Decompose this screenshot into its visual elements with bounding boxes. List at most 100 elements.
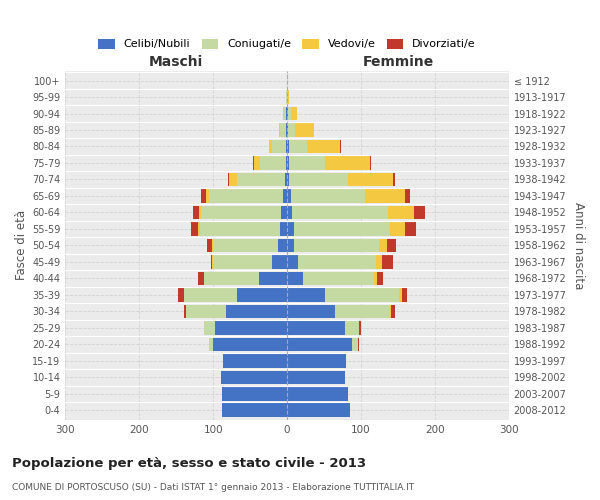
Bar [209, 189, 283, 202]
Bar [206, 189, 209, 202]
Bar [401, 288, 407, 302]
Bar [286, 140, 287, 153]
Bar [209, 338, 213, 351]
Bar [298, 255, 376, 268]
Bar [269, 140, 272, 153]
Y-axis label: Fasce di età: Fasce di età [15, 210, 28, 280]
Bar [344, 321, 359, 334]
Bar [200, 189, 206, 202]
Bar [283, 189, 287, 202]
Text: Femmine: Femmine [362, 55, 434, 69]
Bar [287, 238, 295, 252]
Bar [379, 238, 387, 252]
Bar [325, 288, 400, 302]
Bar [222, 404, 287, 417]
Bar [359, 321, 361, 334]
Bar [387, 238, 395, 252]
Bar [280, 123, 286, 137]
Bar [215, 321, 287, 334]
Bar [197, 272, 203, 285]
Bar [287, 255, 298, 268]
Bar [222, 387, 287, 400]
Bar [287, 272, 304, 285]
Bar [404, 222, 416, 235]
Bar [237, 288, 287, 302]
Bar [178, 288, 184, 302]
Bar [280, 222, 287, 235]
Bar [287, 123, 288, 137]
Bar [289, 172, 349, 186]
Bar [193, 206, 199, 219]
Bar [358, 338, 359, 351]
Bar [184, 288, 237, 302]
Bar [206, 238, 212, 252]
Bar [272, 140, 286, 153]
Bar [335, 304, 391, 318]
Bar [285, 172, 287, 186]
Bar [211, 255, 212, 268]
Bar [287, 90, 288, 104]
Text: Maschi: Maschi [149, 55, 203, 69]
Bar [287, 222, 294, 235]
Bar [286, 156, 287, 170]
Bar [212, 238, 213, 252]
Bar [287, 338, 352, 351]
Bar [284, 106, 286, 120]
Bar [400, 288, 401, 302]
Bar [287, 370, 344, 384]
Bar [287, 106, 288, 120]
Bar [291, 106, 296, 120]
Bar [287, 321, 344, 334]
Bar [287, 172, 289, 186]
Bar [374, 272, 377, 285]
Bar [289, 140, 307, 153]
Bar [186, 304, 226, 318]
Bar [287, 354, 346, 368]
Bar [295, 238, 379, 252]
Bar [393, 172, 395, 186]
Bar [229, 172, 237, 186]
Y-axis label: Anni di nascita: Anni di nascita [572, 202, 585, 289]
Bar [213, 338, 287, 351]
Bar [288, 123, 295, 137]
Bar [286, 90, 287, 104]
Bar [370, 156, 371, 170]
Bar [289, 156, 325, 170]
Bar [288, 90, 289, 104]
Bar [287, 288, 325, 302]
Bar [213, 255, 272, 268]
Bar [259, 272, 287, 285]
Bar [291, 189, 365, 202]
Bar [287, 206, 292, 219]
Bar [237, 172, 285, 186]
Bar [286, 106, 287, 120]
Bar [253, 156, 254, 170]
Bar [377, 272, 383, 285]
Bar [304, 272, 374, 285]
Bar [260, 156, 286, 170]
Bar [221, 370, 287, 384]
Bar [200, 222, 280, 235]
Bar [405, 189, 410, 202]
Text: Popolazione per età, sesso e stato civile - 2013: Popolazione per età, sesso e stato civil… [12, 458, 366, 470]
Bar [226, 304, 287, 318]
Bar [213, 238, 278, 252]
Bar [199, 206, 202, 219]
Bar [223, 354, 287, 368]
Bar [199, 222, 200, 235]
Bar [184, 304, 186, 318]
Bar [388, 206, 414, 219]
Bar [228, 172, 229, 186]
Bar [376, 255, 382, 268]
Bar [287, 404, 350, 417]
Text: COMUNE DI PORTOSCUSO (SU) - Dati ISTAT 1° gennaio 2013 - Elaborazione TUTTITALIA: COMUNE DI PORTOSCUSO (SU) - Dati ISTAT 1… [12, 482, 414, 492]
Bar [287, 140, 289, 153]
Bar [203, 272, 259, 285]
Bar [288, 106, 291, 120]
Bar [349, 172, 393, 186]
Bar [212, 255, 213, 268]
Bar [272, 255, 287, 268]
Bar [281, 206, 287, 219]
Bar [287, 304, 335, 318]
Bar [279, 123, 280, 137]
